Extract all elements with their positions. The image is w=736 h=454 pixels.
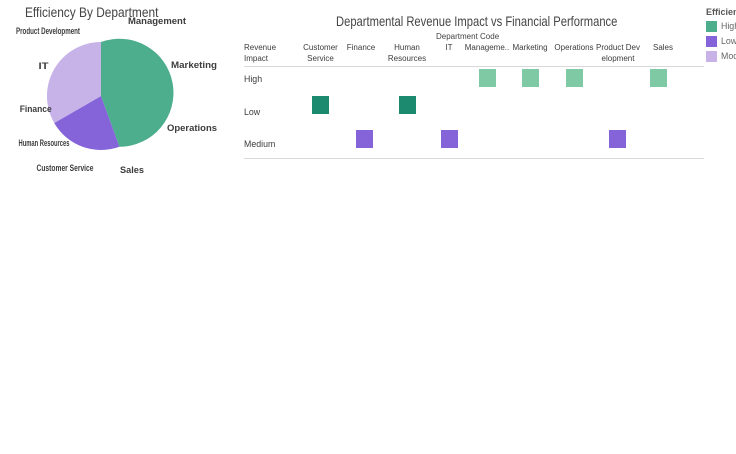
svg-text:Management: Management <box>128 16 186 26</box>
svg-text:Product Development: Product Development <box>16 26 80 36</box>
svg-text:Finance: Finance <box>20 104 52 114</box>
svg-text:Operations: Operations <box>167 123 217 133</box>
svg-text:Human Resources: Human Resources <box>19 138 70 148</box>
svg-text:Marketing: Marketing <box>171 60 217 70</box>
svg-text:IT: IT <box>39 61 49 71</box>
